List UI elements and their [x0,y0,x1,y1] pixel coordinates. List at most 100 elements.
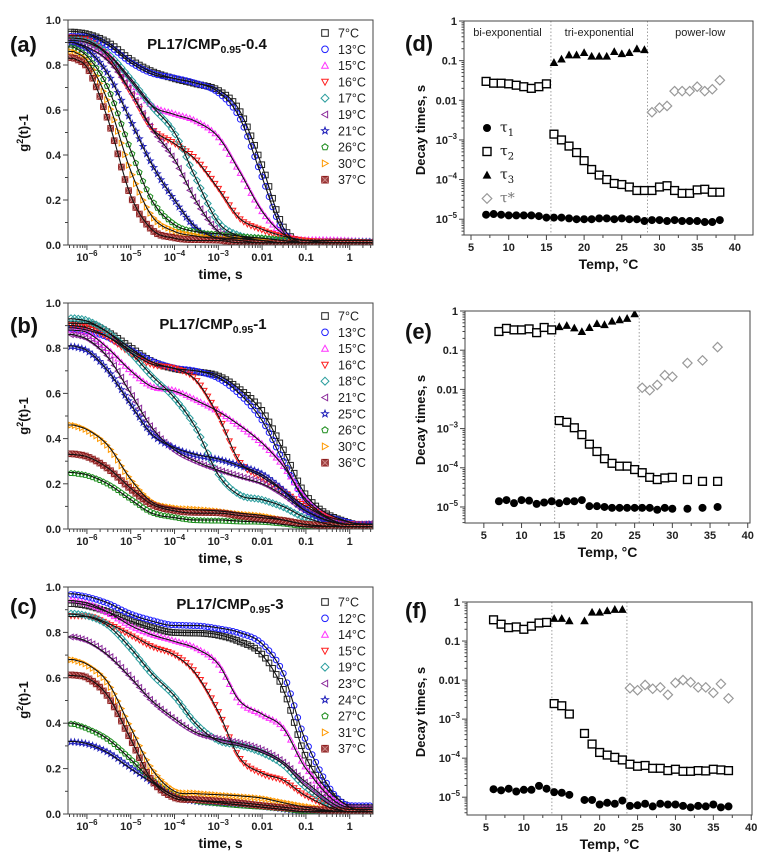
data-marker [125,609,132,617]
data-marker [110,351,118,358]
legend-label: 15°C [338,644,366,658]
data-marker [145,427,155,436]
data-marker [258,161,266,169]
data-point [554,322,564,331]
data-marker [110,656,117,664]
data-marker [258,207,266,215]
data-marker [254,478,261,486]
data-marker [261,747,269,756]
data-point [617,755,627,765]
data-marker [125,141,132,148]
data-point [519,211,528,220]
data-marker [258,407,266,414]
title-main: PL17/CMP [147,36,220,53]
data-marker [226,792,234,800]
data-marker [132,624,140,632]
data-point [542,213,551,222]
tick-label-base: 30 [653,242,665,254]
data-point [636,382,648,394]
ylabel-rest: (t)-1 [16,681,31,706]
data-point [600,502,609,511]
tick-label-base: 10 [120,252,132,264]
data-marker [154,204,161,211]
ylabel-rest: (t)-1 [16,397,31,422]
data-marker [262,643,269,651]
data-point [585,502,594,511]
legend-marker-cross [321,459,329,467]
tick-label: 1 [454,597,460,609]
tick-label-exponent: −3 [220,818,230,827]
data-point [494,497,503,506]
data-marker [117,634,126,643]
data-marker [121,379,128,388]
plot-content [68,314,373,529]
data-marker [196,676,205,684]
tick-label-base: 0.01 [251,821,272,833]
data-point [700,184,710,194]
tick-label: 15 [553,530,565,542]
legend-label: 26°C [338,424,366,438]
data-marker [117,358,126,366]
data-marker [117,663,125,672]
data-point [504,211,513,220]
data-marker [107,609,114,616]
data-marker [286,472,295,480]
tick-label: 0.2 [46,195,61,207]
data-marker [196,433,205,442]
fit-line-18°C [68,318,373,528]
chart-title: PL17/CMP0.95-3 [176,596,283,616]
data-point [584,439,595,449]
tick-label-base: 0.2 [46,764,61,776]
data-marker [95,49,103,57]
data-marker [146,668,155,677]
legend-marker [320,361,330,370]
data-point [570,323,579,332]
data-point [497,210,506,219]
data-marker [225,202,234,209]
data-marker [128,646,137,655]
data-marker [214,218,223,227]
data-point [681,357,693,369]
data-marker [178,207,187,216]
data-marker [181,212,191,221]
data-marker [85,55,93,62]
legend-marker [321,159,330,168]
tick-label-base: 1.0 [46,298,61,310]
data-point [692,185,702,195]
data-point [708,218,717,227]
legend-marker-cross [321,176,329,184]
data-marker [131,398,139,406]
x-axis-label: time, s [198,835,243,851]
data-marker [301,751,309,759]
tick-label: 5 [481,530,487,542]
data-marker [254,151,262,159]
data-marker [211,702,219,709]
data-marker [79,424,86,432]
tick-label-base: 20 [594,822,606,834]
legend-marker [321,426,329,434]
data-point [580,795,589,804]
legend-label: 7°C [338,27,359,41]
data-point [595,607,604,616]
data-point [640,760,650,771]
panel-b: 10−6 10−5 10−4 10−3 0.01 0.1 10.00.20.40.60.81… [10,298,374,566]
data-marker [110,361,117,370]
data-point [715,187,725,197]
data-marker [139,377,147,384]
data-marker [265,446,273,454]
data-marker [269,796,277,805]
data-marker [125,473,133,481]
data-marker [86,662,93,670]
data-marker [167,124,176,133]
series-tau-star [489,781,733,812]
tick-label: 0.01 [437,384,458,396]
plot-frame [67,19,374,246]
data-point [712,476,723,486]
data-marker [164,108,172,115]
tick-label: 0.2 [46,479,61,491]
data-point [557,701,567,711]
data-marker [200,682,208,690]
data-marker [258,416,266,424]
legend-marker [321,29,329,37]
tick-label: 10−6 [76,249,98,264]
